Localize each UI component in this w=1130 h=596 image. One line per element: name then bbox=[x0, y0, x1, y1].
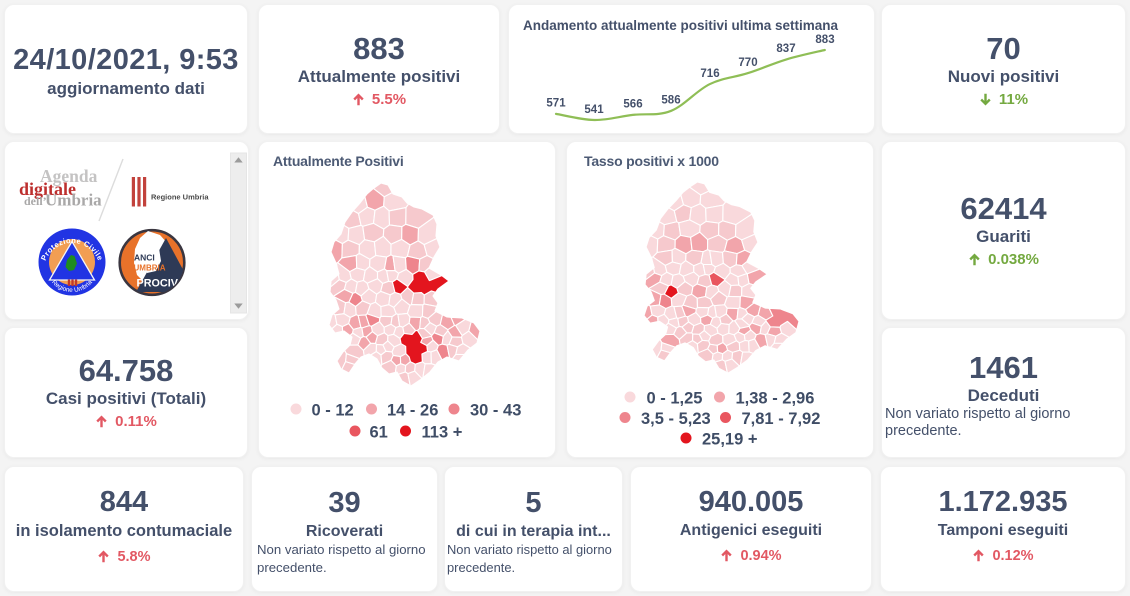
svg-text:14 - 26: 14 - 26 bbox=[387, 402, 438, 420]
svg-text:Agenda: Agenda bbox=[40, 166, 98, 186]
svg-text:Umbria: Umbria bbox=[45, 191, 102, 210]
svg-text:61: 61 bbox=[370, 424, 388, 442]
svg-text:Regione Umbria: Regione Umbria bbox=[151, 193, 209, 202]
svg-text:0 - 12: 0 - 12 bbox=[312, 402, 354, 420]
svg-text:30 - 43: 30 - 43 bbox=[470, 402, 521, 420]
svg-text:770: 770 bbox=[738, 57, 757, 69]
svg-text:113 +: 113 + bbox=[422, 424, 463, 442]
svg-text:ANCI: ANCI bbox=[134, 253, 155, 263]
svg-text:3,5 - 5,23: 3,5 - 5,23 bbox=[641, 410, 711, 428]
svg-text:7,81 - 7,92: 7,81 - 7,92 bbox=[742, 410, 821, 428]
svg-text:PROCIV: PROCIV bbox=[137, 278, 179, 290]
svg-text:digitale: digitale bbox=[19, 179, 76, 199]
svg-text:571: 571 bbox=[546, 98, 566, 110]
svg-text:566: 566 bbox=[623, 99, 642, 111]
svg-text:0 - 1,25: 0 - 1,25 bbox=[647, 390, 703, 408]
svg-text:1,38 - 2,96: 1,38 - 2,96 bbox=[736, 390, 815, 408]
svg-text:883: 883 bbox=[815, 34, 834, 46]
svg-text:dell’: dell’ bbox=[24, 194, 47, 208]
svg-text:837: 837 bbox=[776, 43, 795, 55]
svg-text:716: 716 bbox=[700, 68, 719, 80]
svg-text:UMBRIA: UMBRIA bbox=[134, 264, 166, 273]
svg-text:586: 586 bbox=[661, 95, 680, 107]
svg-text:25,19 +: 25,19 + bbox=[702, 431, 758, 449]
svg-text:541: 541 bbox=[584, 104, 604, 116]
